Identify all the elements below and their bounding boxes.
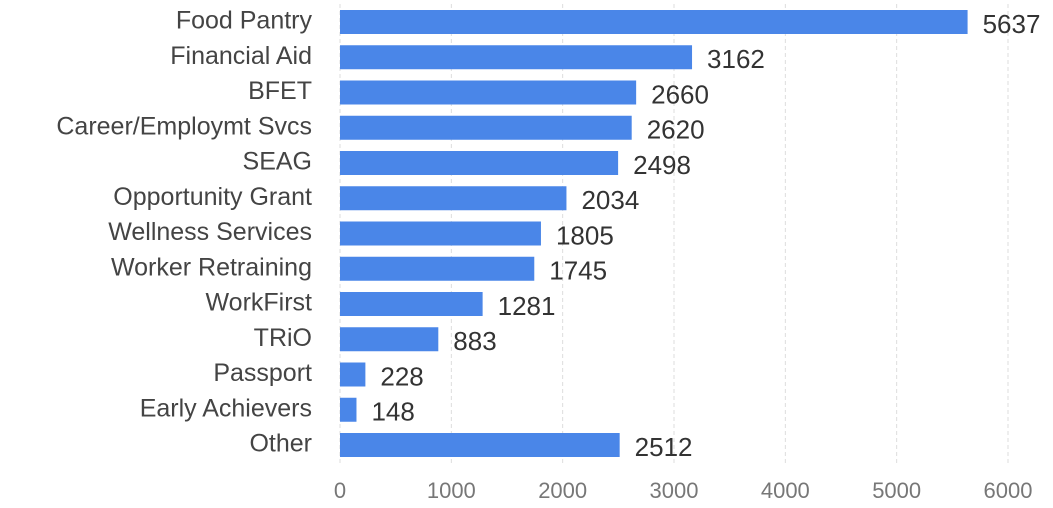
- y-tick-label: Passport: [213, 359, 312, 387]
- y-tick-label: Food Pantry: [176, 7, 313, 35]
- x-tick-label: 1000: [427, 478, 476, 503]
- bar: [340, 186, 567, 211]
- value-label: 2620: [647, 115, 705, 145]
- value-label: 2512: [635, 432, 693, 462]
- y-tick-label: WorkFirst: [206, 289, 313, 317]
- bar: [340, 115, 632, 140]
- value-label: 2660: [651, 79, 709, 109]
- bar: [340, 397, 357, 422]
- value-label: 3162: [707, 44, 765, 74]
- value-label: 1281: [498, 291, 556, 321]
- x-tick-label: 2000: [538, 478, 587, 503]
- value-label: 1805: [556, 220, 614, 250]
- x-tick-label: 4000: [761, 478, 810, 503]
- y-tick-label: Wellness Services: [108, 218, 312, 246]
- y-tick-label: Financial Aid: [170, 42, 312, 70]
- value-label: 1745: [549, 256, 607, 286]
- y-tick-label: Other: [249, 430, 312, 458]
- bar: [340, 10, 968, 34]
- x-tick-label: 0: [334, 478, 346, 503]
- bar: [340, 45, 693, 70]
- value-label: 2034: [581, 185, 639, 215]
- value-label: 2498: [633, 150, 691, 180]
- y-tick-label: Early Achievers: [140, 394, 312, 422]
- bar: [340, 151, 619, 175]
- y-tick-label: Career/Employmt Svcs: [56, 112, 312, 140]
- y-tick-label: Opportunity Grant: [113, 183, 312, 211]
- value-label: 883: [453, 326, 496, 356]
- y-tick-label: BFET: [248, 77, 312, 105]
- y-tick-label: SEAG: [243, 148, 312, 176]
- bar: [340, 327, 439, 352]
- bar: [340, 362, 366, 387]
- x-tick-label: 5000: [872, 478, 921, 503]
- value-label: 228: [380, 361, 423, 391]
- x-tick-label: 3000: [650, 478, 699, 503]
- y-tick-label: Worker Retraining: [111, 253, 312, 281]
- x-tick-label: 6000: [984, 478, 1033, 503]
- bar: [340, 221, 541, 246]
- bar: [340, 292, 483, 316]
- bar: [340, 433, 620, 457]
- value-label: 148: [371, 397, 414, 427]
- y-tick-label: TRiO: [254, 324, 312, 352]
- bar: [340, 80, 637, 105]
- bar: [340, 256, 535, 281]
- value-label: 5637: [983, 9, 1041, 39]
